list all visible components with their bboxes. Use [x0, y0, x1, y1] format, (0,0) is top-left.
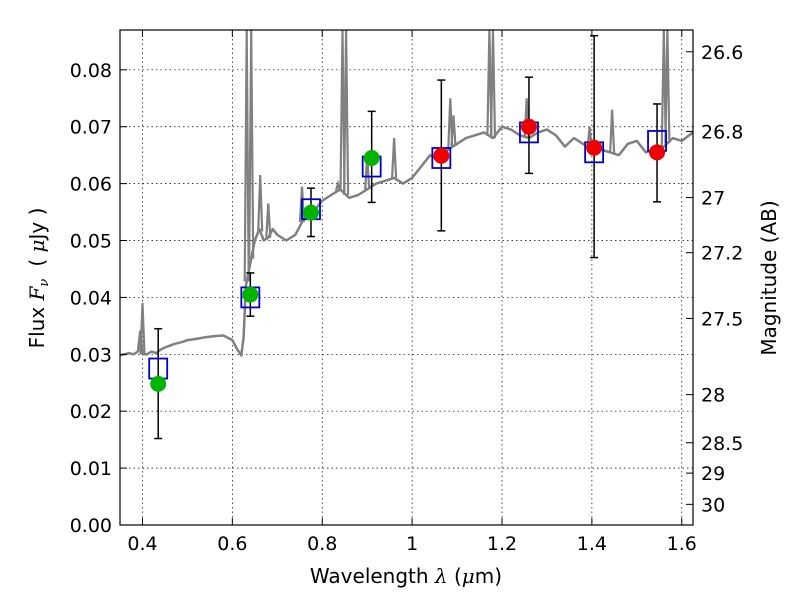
observed-point-red — [520, 118, 537, 135]
y2-tick-label: 28 — [701, 385, 725, 407]
y-tick-label: 0.03 — [70, 344, 112, 366]
spectrum — [120, 30, 693, 357]
spectrum-spike — [139, 303, 146, 355]
spectrum-spike — [391, 138, 398, 178]
spectrum-spike — [257, 175, 264, 232]
observed-point-green — [150, 375, 167, 392]
spectrum-spike — [664, 30, 671, 144]
ticks: 0.4 0.6 0.8 1 1.2 1.4 1.6 0.00 0.01 0.02 0.03 0.04 0… — [70, 30, 743, 555]
model-points — [148, 121, 667, 380]
y2-tick-label: 30 — [701, 494, 725, 516]
spectrum-spike — [489, 30, 497, 139]
plot-area — [120, 30, 693, 440]
y-tick-label: 0.06 — [70, 174, 112, 196]
x-axis-label: Wavelength λ (μm) — [310, 564, 502, 588]
spectrum-line — [120, 125, 693, 357]
y-tick-label: 0.05 — [70, 231, 112, 253]
spectrum-spike — [265, 203, 272, 238]
plot-frame — [119, 29, 694, 526]
grid — [120, 30, 693, 526]
observed-point-green — [303, 204, 319, 221]
spectrum-spike — [334, 179, 342, 191]
y2-tick-label: 29 — [701, 463, 725, 485]
x-tick-label: 0.6 — [217, 533, 247, 555]
spectrum-spike — [450, 115, 457, 147]
x-tick-label: 1.4 — [577, 533, 607, 555]
x-tick-label: 0.8 — [307, 533, 337, 555]
x-tick-label: 1.2 — [487, 533, 517, 555]
y2-tick-label: 28.5 — [701, 433, 743, 455]
observed-point-red — [649, 144, 666, 161]
observed-point-green — [363, 150, 380, 167]
y-tick-label: 0.02 — [70, 401, 112, 423]
y2-axis-label: Magnitude (AB) — [757, 200, 781, 355]
y-tick-label: 0.00 — [70, 515, 112, 537]
y-tick-label: 0.04 — [70, 287, 112, 309]
spectrum-spike — [609, 109, 616, 154]
observed-points — [150, 118, 666, 392]
spectrum-spike — [243, 30, 250, 282]
y2-tick-label: 27 — [701, 188, 725, 210]
y-tick-label: 0.07 — [70, 117, 112, 139]
y-tick-label: 0.08 — [70, 60, 112, 82]
spectrum-spike — [343, 30, 350, 195]
y2-tick-label: 27.2 — [701, 243, 743, 265]
observed-point-red — [586, 139, 603, 156]
observed-point-red — [433, 147, 450, 164]
observed-point-green — [242, 286, 259, 303]
y-axis-label: Flux Fν( μJy ) — [25, 208, 52, 349]
x-tick-label: 1 — [406, 533, 418, 555]
spectrum-spike — [298, 186, 306, 223]
y2-tick-label: 27.5 — [701, 308, 743, 330]
y2-tick-label: 26.8 — [701, 121, 743, 143]
x-tick-label: 1.6 — [667, 533, 697, 555]
y2-tick-label: 26.6 — [701, 42, 743, 64]
error-bars — [154, 34, 662, 440]
x-tick-label: 0.4 — [127, 533, 157, 555]
y-tick-label: 0.01 — [70, 458, 112, 480]
spectrum-spike — [248, 30, 255, 259]
